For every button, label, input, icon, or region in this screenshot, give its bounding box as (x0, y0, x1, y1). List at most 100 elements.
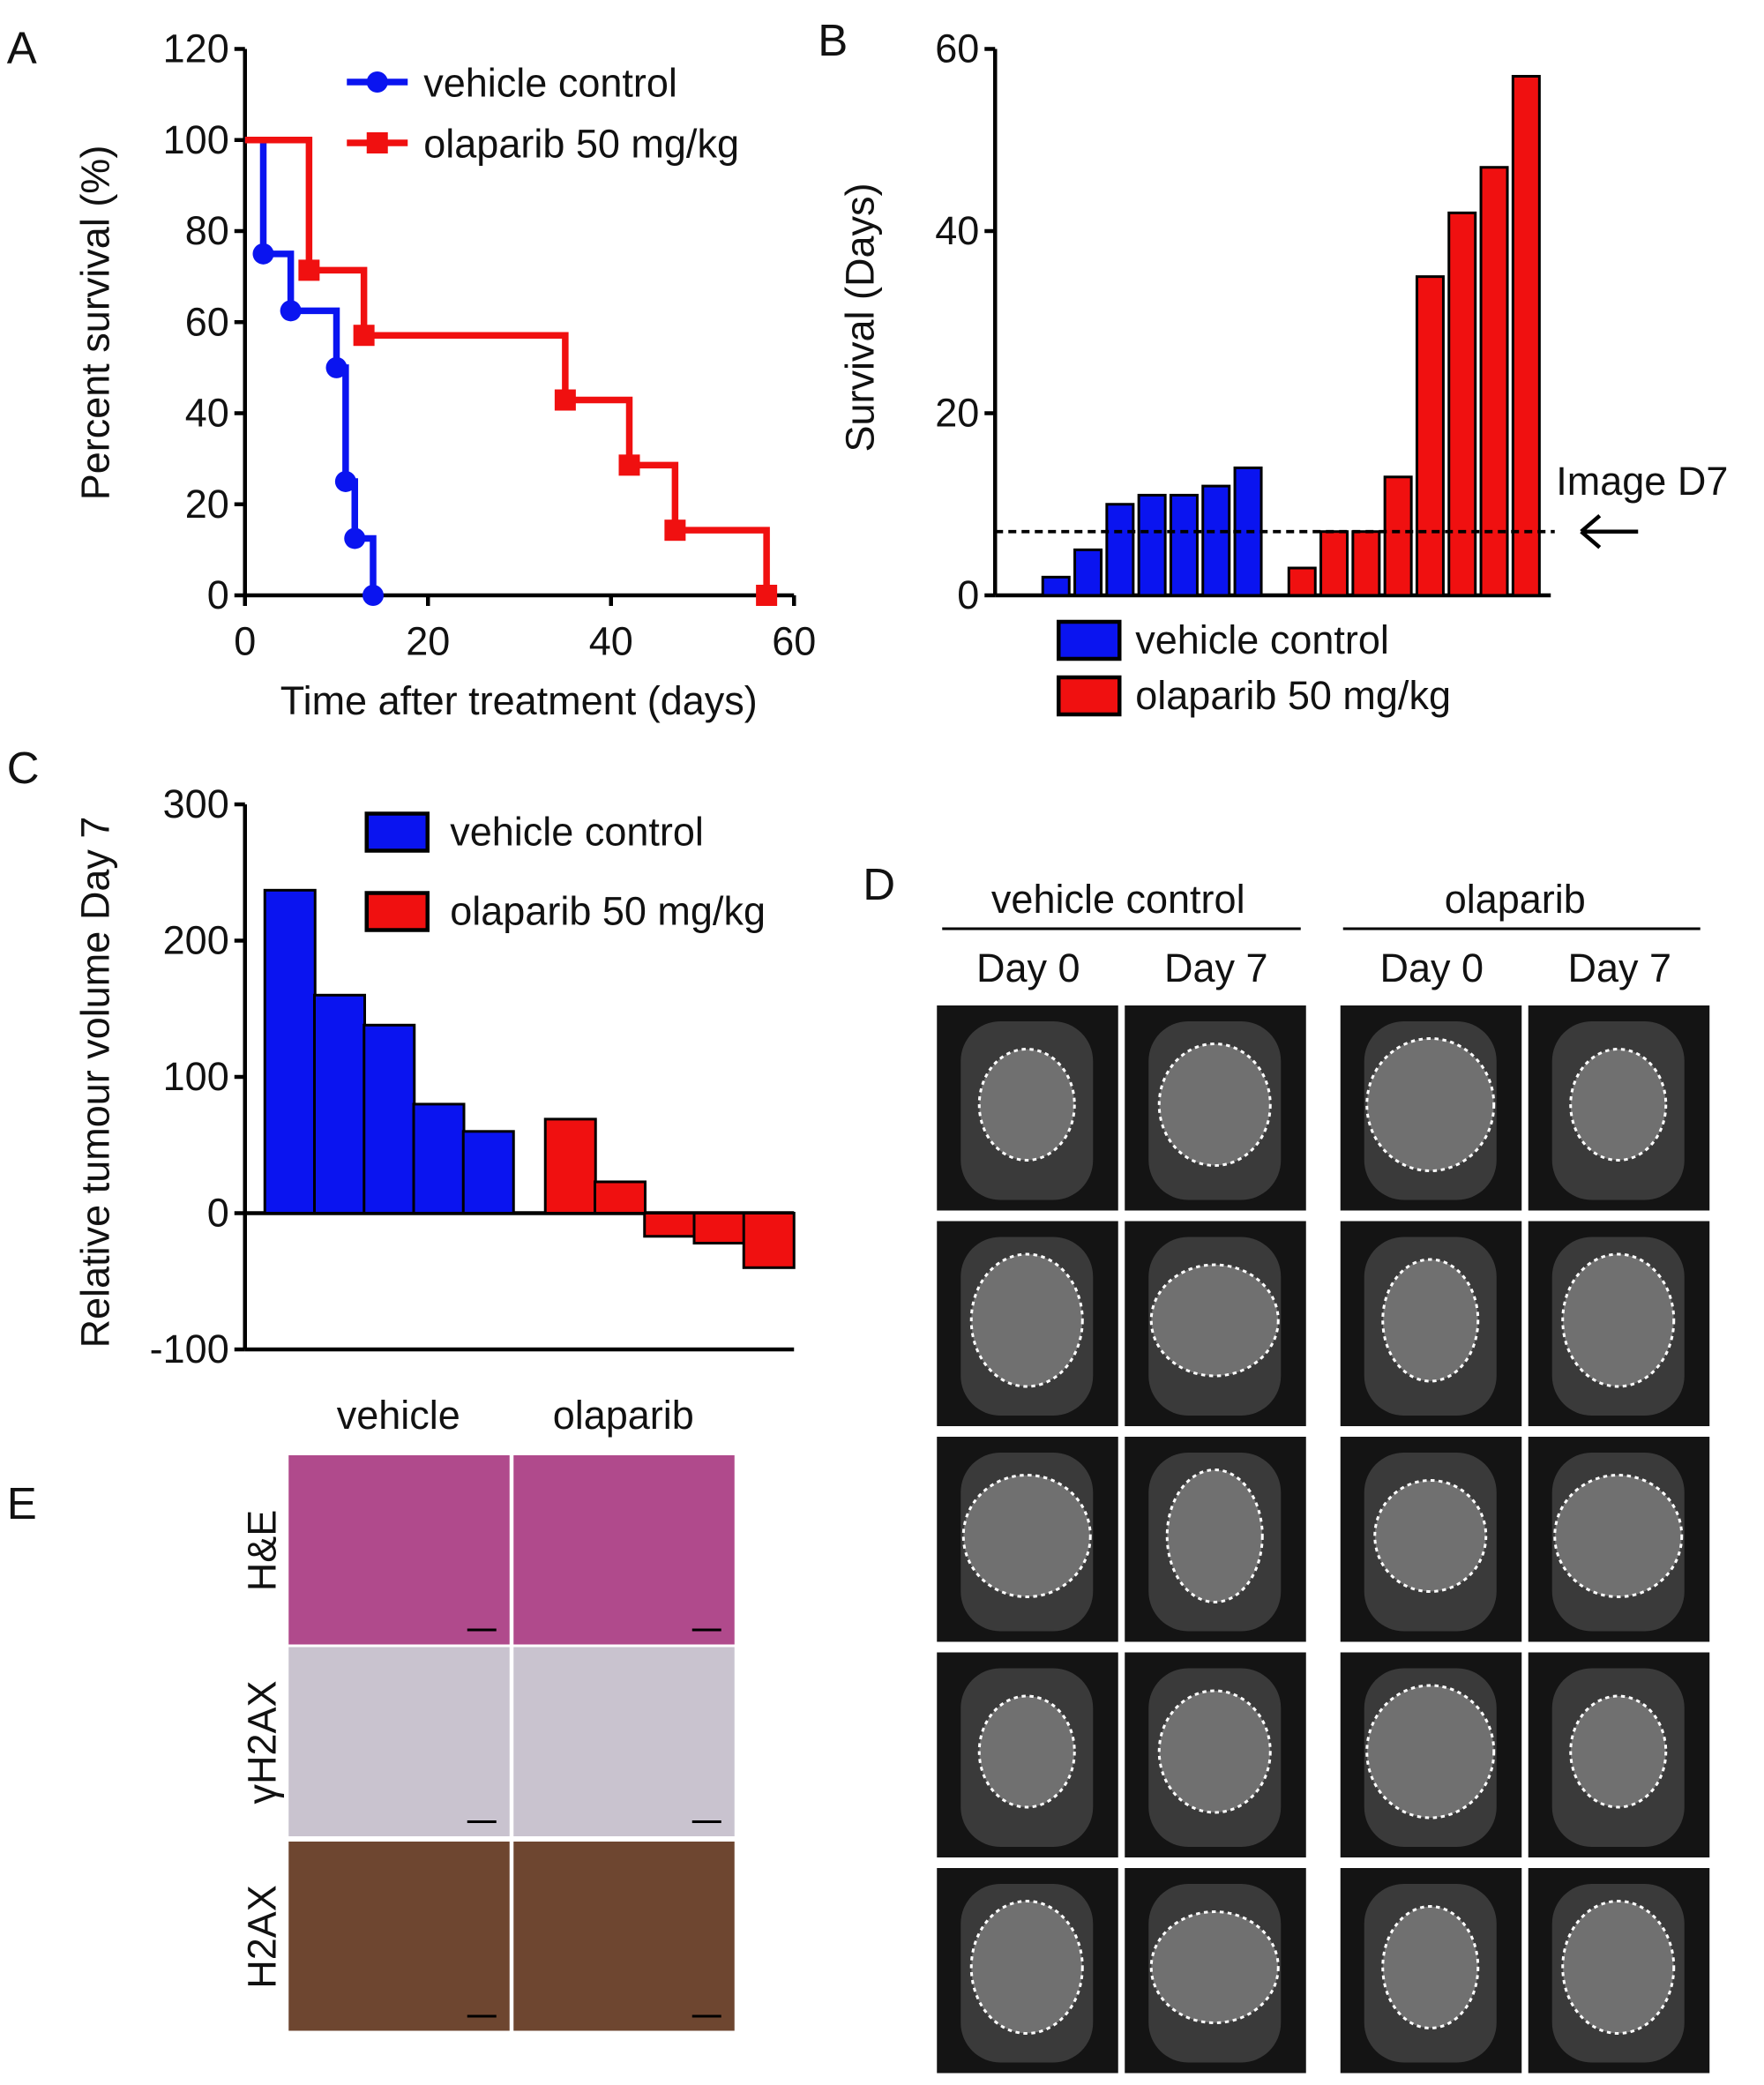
c-bar (412, 1102, 466, 1214)
panel-b-survival-bars: 0 20 40 60 Survival (Days) vehicle control ola… (837, 26, 1728, 718)
b-legend-swatch (1057, 619, 1122, 661)
d-tumour-outline (1149, 1910, 1280, 2024)
b-bar (1105, 503, 1135, 597)
d-day-label: Day 7 (1164, 945, 1268, 990)
c-bar (643, 1212, 697, 1238)
e-histology-image (288, 1455, 510, 1645)
c-legend-swatch (364, 811, 430, 853)
c-bar (363, 1023, 416, 1214)
d-tumour-outline (1553, 1474, 1684, 1598)
e-histology-image (288, 1647, 510, 1836)
c-bar (263, 888, 317, 1215)
c-y-tick-label: 300 (163, 781, 229, 826)
b-bar (1137, 493, 1167, 597)
b-bar (1447, 211, 1477, 597)
a-legend-marker (366, 132, 388, 153)
c-bar (742, 1212, 796, 1269)
a-x-tick-label: 0 (234, 619, 256, 664)
a-data-point (353, 325, 375, 347)
c-legend-label: olaparib 50 mg/kg (450, 889, 766, 934)
a-data-point (554, 389, 576, 411)
a-data-point (618, 454, 640, 476)
a-data-point (280, 300, 302, 322)
d-group-header: vehicle control (991, 877, 1245, 922)
d-tumour-outline (977, 1694, 1076, 1809)
b-bar (1415, 275, 1445, 597)
d-tumour-outline (977, 1048, 1076, 1162)
panel-label-c: C (7, 743, 40, 793)
e-histology-image (513, 1455, 735, 1645)
d-tumour-outline (1381, 1258, 1480, 1383)
c-bar (692, 1212, 746, 1244)
e-histology-image (513, 1647, 735, 1836)
d-tumour-outline (961, 1474, 1092, 1598)
a-data-point (756, 585, 778, 606)
d-tumour-outline (1569, 1048, 1668, 1162)
c-legend-label: vehicle control (450, 810, 704, 855)
panel-e-histology: vehicle olaparib H&E γH2AX H2AX (239, 1393, 735, 2031)
panel-label-b: B (818, 15, 848, 65)
b-bar (1511, 74, 1541, 597)
b-bar (1201, 484, 1231, 597)
a-data-point (325, 356, 348, 378)
e-row-label: H&E (239, 1510, 284, 1592)
c-legend-swatch (364, 891, 430, 932)
d-tumour-outline (1165, 1468, 1264, 1603)
b-bar (1287, 566, 1317, 597)
c-y-tick-label: -100 (150, 1326, 229, 1371)
d-tumour-outline (1157, 1689, 1272, 1814)
c-y-tick-label: 100 (163, 1054, 229, 1099)
panel-d-mri-grid: vehicle control olaparib Day 0 Day 7 Day 0 Da… (937, 877, 1710, 2074)
a-y-tick-label: 80 (185, 208, 229, 253)
b-legend-label: olaparib 50 mg/kg (1135, 673, 1451, 718)
b-legend-swatch (1057, 675, 1122, 717)
panel-label-d: D (863, 859, 895, 909)
panel-label-a: A (7, 23, 37, 73)
a-legend-label: vehicle control (423, 61, 677, 106)
a-series-line-1 (244, 136, 770, 595)
a-y-tick-label: 20 (185, 482, 229, 527)
c-y-axis-label: Relative tumour volume Day 7 (72, 817, 117, 1349)
c-bar (461, 1130, 515, 1215)
b-bar (1073, 548, 1103, 597)
a-x-tick-label: 60 (772, 619, 816, 664)
b-bar (1169, 493, 1199, 597)
e-histology-image (288, 1842, 510, 2031)
b-bar (1351, 530, 1381, 597)
b-y-axis-label: Survival (Days) (837, 183, 882, 452)
a-legend-label: olaparib 50 mg/kg (423, 122, 739, 167)
d-tumour-outline (1365, 1684, 1496, 1820)
d-tumour-outline (969, 1900, 1084, 2035)
a-y-tick-label: 120 (163, 26, 229, 71)
panel-a-survival-curve: 0 20 40 60 80 100 120 0 20 40 60 Time after treatme… (72, 26, 816, 723)
a-y-tick-label: 60 (185, 299, 229, 344)
e-column-label: olaparib (553, 1393, 694, 1438)
c-bar (594, 1180, 647, 1214)
panel-c-tumour-volume-bars: -100 0 100 200 300 Relative tumour volume Day… (72, 781, 796, 1371)
c-y-tick-label: 200 (163, 918, 229, 963)
a-y-tick-label: 0 (207, 572, 229, 617)
panel-label-e: E (7, 1478, 37, 1528)
a-data-point (298, 259, 320, 281)
a-x-tick-label: 20 (406, 619, 450, 664)
b-y-tick-label: 20 (935, 391, 979, 436)
arrow-left-icon (1580, 514, 1639, 549)
a-data-point (664, 519, 686, 542)
d-tumour-outline (1569, 1694, 1668, 1809)
b-y-tick-label: 40 (935, 208, 979, 253)
a-x-tick-label: 40 (589, 619, 633, 664)
c-y-tick-label: 0 (207, 1191, 229, 1236)
d-tumour-outline (1561, 1900, 1676, 2035)
c-bar (543, 1117, 597, 1214)
b-bar (1383, 475, 1413, 597)
a-data-point (334, 470, 356, 492)
d-group-header: olaparib (1445, 877, 1586, 922)
a-data-point (252, 243, 274, 265)
d-tumour-outline (1149, 1263, 1280, 1378)
b-bar (1041, 575, 1071, 597)
c-bar (312, 993, 366, 1215)
e-column-label: vehicle (337, 1393, 460, 1438)
b-y-tick-label: 0 (957, 572, 979, 617)
a-data-point (344, 527, 366, 549)
